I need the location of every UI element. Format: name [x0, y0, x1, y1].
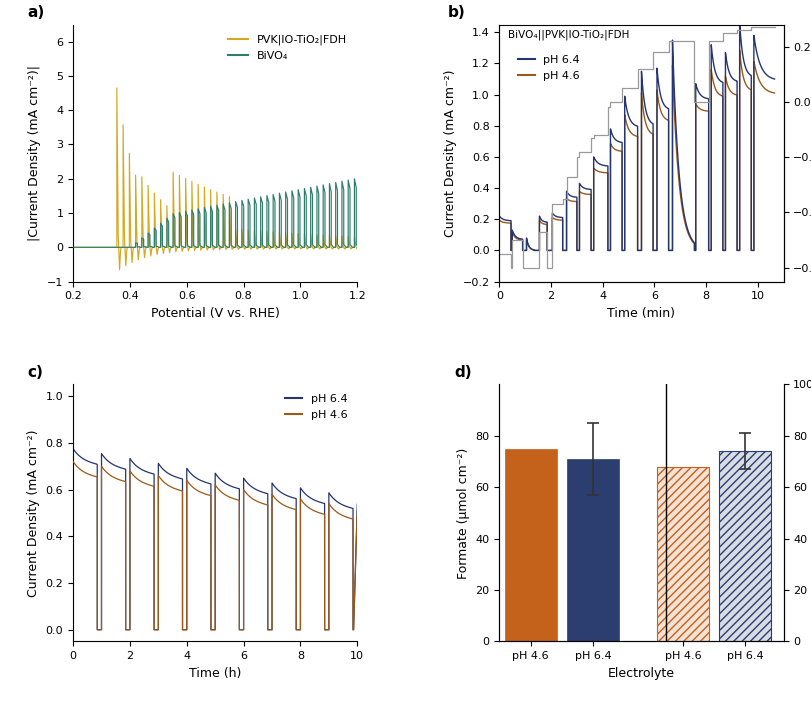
Text: c): c) — [28, 365, 44, 380]
Bar — [656, 467, 708, 641]
Y-axis label: |Current Density (mA cm⁻²)|: |Current Density (mA cm⁻²)| — [28, 65, 41, 241]
Bar — [719, 451, 770, 641]
BiVO₄ — [229, 243, 238, 252]
BiVO₄ — [68, 243, 78, 252]
BiVO₄ — [360, 243, 370, 252]
Text: d): d) — [453, 365, 471, 380]
PVK|IO-TiO₂|FDH — [235, 243, 245, 252]
BiVO₄ — [189, 241, 199, 250]
Bar — [656, 467, 708, 641]
PVK|IO-TiO₂|FDH — [68, 243, 78, 252]
Legend: pH 6.4, pH 4.6: pH 6.4, pH 4.6 — [513, 50, 584, 85]
Y-axis label: Current Density (mA cm⁻²): Current Density (mA cm⁻²) — [444, 69, 457, 237]
BiVO₄ — [96, 243, 105, 252]
Text: b): b) — [448, 5, 466, 20]
Legend: PVK|IO-TiO₂|FDH, BiVO₄: PVK|IO-TiO₂|FDH, BiVO₄ — [224, 30, 351, 65]
Bar — [504, 449, 556, 641]
PVK|IO-TiO₂|FDH — [253, 244, 263, 252]
X-axis label: Electrolyte: Electrolyte — [607, 667, 674, 680]
Bar — [719, 451, 770, 641]
BiVO₄ — [141, 243, 151, 252]
Text: a): a) — [28, 5, 45, 20]
PVK|IO-TiO₂|FDH — [360, 243, 370, 252]
Y-axis label: Formate (μmol cm⁻²): Formate (μmol cm⁻²) — [457, 447, 470, 578]
X-axis label: Time (min): Time (min) — [607, 307, 675, 320]
Line: BiVO₄: BiVO₄ — [73, 178, 365, 247]
PVK|IO-TiO₂|FDH — [112, 83, 122, 92]
Bar — [566, 459, 618, 641]
BiVO₄ — [355, 174, 365, 182]
X-axis label: Time (h): Time (h) — [189, 667, 241, 680]
BiVO₄ — [306, 183, 315, 191]
PVK|IO-TiO₂|FDH — [114, 266, 124, 274]
Line: PVK|IO-TiO₂|FDH: PVK|IO-TiO₂|FDH — [73, 88, 365, 270]
Y-axis label: Current Density (mA cm⁻²): Current Density (mA cm⁻²) — [27, 429, 40, 597]
X-axis label: Potential (V vs. RHE): Potential (V vs. RHE) — [151, 307, 279, 320]
PVK|IO-TiO₂|FDH — [269, 242, 279, 250]
PVK|IO-TiO₂|FDH — [349, 233, 358, 241]
BiVO₄ — [75, 243, 84, 252]
PVK|IO-TiO₂|FDH — [272, 243, 281, 252]
Legend: pH 6.4, pH 4.6: pH 6.4, pH 4.6 — [281, 390, 351, 424]
Text: BiVO₄||PVK|IO-TiO₂|FDH: BiVO₄||PVK|IO-TiO₂|FDH — [508, 29, 629, 40]
PVK|IO-TiO₂|FDH — [79, 243, 89, 252]
